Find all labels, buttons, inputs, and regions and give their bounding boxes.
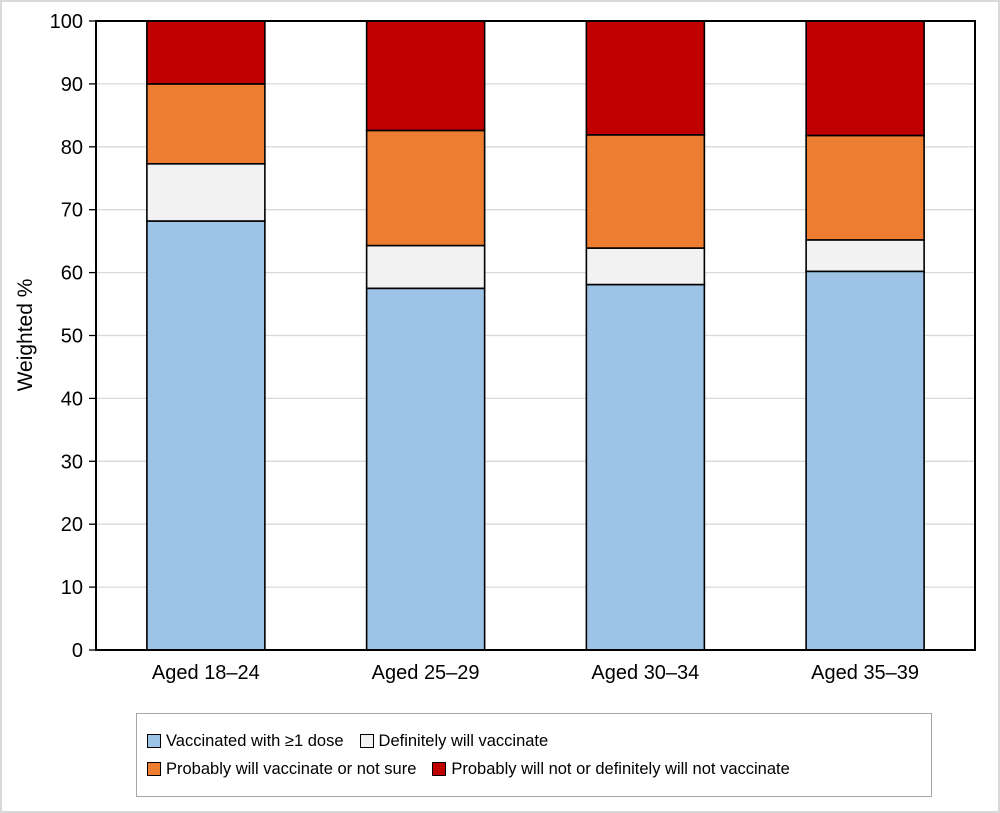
y-tick-label: 30 [61, 451, 83, 473]
y-axis-title: Weighted % [14, 279, 37, 392]
bar-segment [146, 220, 266, 651]
y-tick-label: 40 [61, 388, 83, 410]
bar-segment [365, 129, 486, 247]
stacked-bar-chart: Aged 18–24 Aged 25–29 Aged 30–34 Aged 35–39… [14, 11, 976, 684]
x-category-label: Aged 25–29 [372, 662, 480, 684]
x-category-label: Aged 30–34 [591, 662, 699, 684]
bar-segment [805, 270, 925, 651]
bar-segment [365, 244, 486, 290]
y-tick-label: 70 [61, 200, 83, 222]
legend-label-vaccinated: Vaccinated with ≥1 dose [166, 732, 344, 751]
y-tick-label: 50 [61, 326, 83, 348]
bar-segment [805, 134, 925, 241]
legend-label-will-not: Probably will not or definitely will not… [451, 759, 790, 778]
y-tick-label: 80 [61, 137, 83, 159]
bar-segment [146, 162, 266, 222]
legend-item-vaccinated: Vaccinated with ≥1 dose [147, 732, 344, 750]
y-tick-label: 90 [61, 74, 83, 96]
y-tick-label: 100 [50, 11, 83, 33]
bar-segment [146, 83, 266, 165]
legend-swatch-will-not-icon [432, 761, 447, 776]
y-tick-label: 60 [61, 263, 83, 285]
legend-row-1: Vaccinated with ≥1 dose Definitely will … [147, 732, 931, 750]
bar-segment [146, 20, 266, 85]
x-category-label: Aged 18–24 [152, 662, 260, 684]
bar-segment [585, 134, 706, 249]
bar-segment [805, 20, 925, 137]
legend-item-definitely-will: Definitely will vaccinate [359, 732, 549, 751]
bar-segment [585, 20, 706, 136]
legend: Vaccinated with ≥1 dose Definitely will … [136, 713, 932, 797]
bar-segment [365, 287, 486, 651]
legend-swatch-definitely-will-icon [359, 734, 374, 749]
axis-labels: Aged 18–24 Aged 25–29 Aged 30–34 Aged 35–39… [50, 11, 919, 684]
bars [146, 20, 925, 651]
bar-segment [585, 247, 706, 286]
legend-swatch-vaccinated-icon [147, 734, 161, 749]
legend-label-probably-will: Probably will vaccinate or not sure [166, 759, 417, 778]
legend-swatch-probably-will-icon [147, 761, 161, 776]
bar-segment [805, 239, 925, 273]
axes [89, 20, 976, 651]
bar-segment [585, 283, 706, 651]
y-tick-label: 20 [61, 514, 83, 536]
legend-label-definitely-will: Definitely will vaccinate [378, 732, 549, 751]
bar-segment [365, 20, 486, 132]
legend-item-will-not: Probably will not or definitely will not… [432, 759, 790, 778]
x-category-label: Aged 35–39 [811, 662, 919, 684]
legend-item-probably-will: Probably will vaccinate or not sure [147, 760, 416, 778]
legend-row-2: Probably will vaccinate or not sure Prob… [147, 760, 931, 778]
y-tick-label: 10 [61, 577, 83, 599]
y-tick-label: 0 [72, 640, 83, 662]
